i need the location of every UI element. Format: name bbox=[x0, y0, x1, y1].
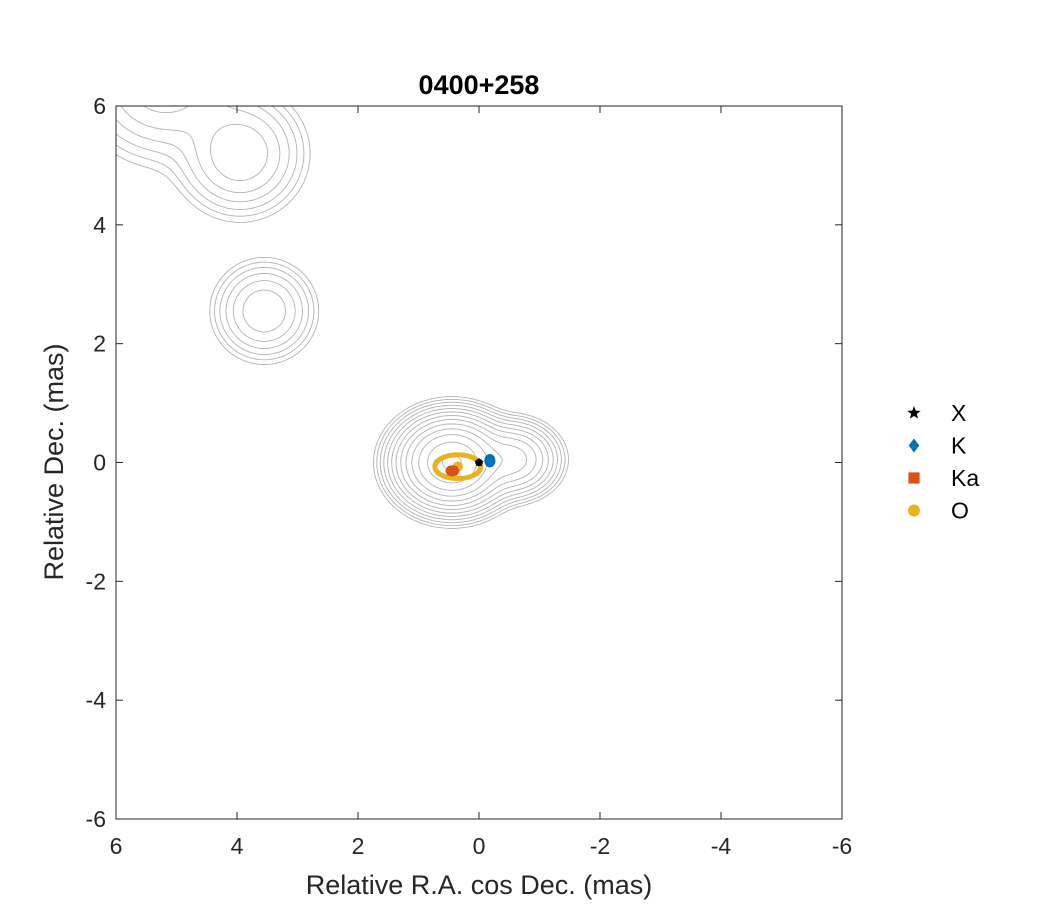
tick-layer: 6 4 2 0 -2 -4 -6 -6 -4 -2 0 2 4 6 bbox=[86, 93, 853, 859]
y-tick-label: 2 bbox=[93, 331, 106, 357]
contour-line bbox=[418, 434, 488, 491]
legend-item-ka: Ka bbox=[908, 465, 979, 491]
legend-item-o: O bbox=[908, 498, 969, 524]
marker-x bbox=[474, 457, 484, 467]
x-axis-label: Relative R.A. cos Dec. (mas) bbox=[306, 870, 653, 900]
legend-label: X bbox=[951, 400, 966, 426]
x-tick-label: 0 bbox=[473, 833, 486, 859]
y-tick-label: 4 bbox=[93, 212, 106, 238]
y-tick-label: -6 bbox=[86, 806, 106, 832]
marker-layer bbox=[432, 452, 496, 482]
marker-k bbox=[485, 454, 495, 467]
legend: XK Ka O bbox=[907, 400, 979, 524]
y-tick-label: 6 bbox=[93, 93, 106, 119]
legend-item-k: K bbox=[908, 433, 967, 459]
x-tick-label: -4 bbox=[711, 833, 732, 859]
contour-line bbox=[395, 415, 544, 510]
x-tick-label: 4 bbox=[231, 833, 244, 859]
legend-marker-x bbox=[907, 406, 921, 419]
contour-line bbox=[115, 105, 558, 521]
y-tick-label: -2 bbox=[86, 568, 106, 594]
x-tick-label: -2 bbox=[590, 833, 610, 859]
legend-item-x: X bbox=[907, 400, 966, 426]
legend-label: O bbox=[951, 498, 969, 524]
marker-ka bbox=[447, 466, 458, 476]
contour-line bbox=[120, 105, 554, 517]
legend-marker-k bbox=[908, 438, 920, 453]
y-tick-label: -4 bbox=[86, 687, 107, 713]
contour-line bbox=[115, 105, 562, 524]
x-tick-label: 6 bbox=[110, 833, 123, 859]
y-axis-label: Relative Dec. (mas) bbox=[39, 343, 69, 580]
contour-line bbox=[115, 105, 569, 529]
legend-label: K bbox=[951, 433, 967, 459]
legend-marker-o bbox=[908, 504, 920, 517]
legend-marker-ka bbox=[908, 472, 920, 484]
contour-line bbox=[400, 419, 537, 506]
chart-title: 0400+258 bbox=[419, 70, 540, 100]
contour-layer bbox=[115, 105, 569, 529]
y-tick-label: 0 bbox=[93, 450, 106, 476]
contour-line bbox=[143, 105, 549, 514]
error-ellipse-o bbox=[432, 452, 484, 482]
contour-line bbox=[405, 423, 528, 502]
contour-line bbox=[115, 105, 566, 527]
x-tick-label: -6 bbox=[832, 833, 852, 859]
contour-line bbox=[411, 428, 503, 497]
legend-label: Ka bbox=[951, 465, 979, 491]
x-tick-label: 2 bbox=[352, 833, 365, 859]
